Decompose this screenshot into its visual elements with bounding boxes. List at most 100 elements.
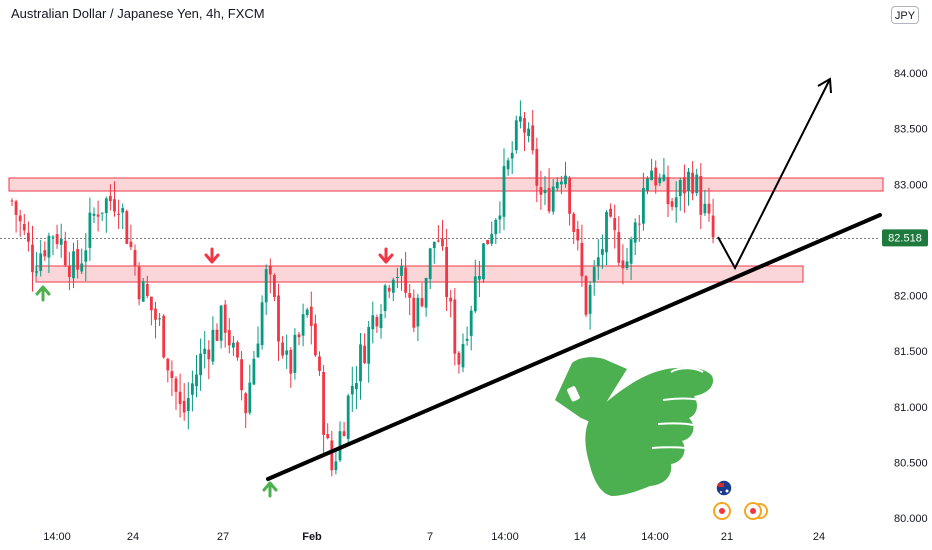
candle-body [449, 297, 453, 302]
candle-body [68, 265, 71, 278]
candle-body [186, 398, 190, 412]
candle-body [318, 356, 321, 371]
candle-body [342, 431, 346, 437]
candle-body [256, 343, 260, 358]
candle-body [166, 358, 170, 371]
x-tick-label: 14:00 [491, 531, 519, 543]
candle-body [707, 203, 711, 214]
candle-body [137, 266, 141, 300]
candle-body [617, 232, 621, 263]
candle-body [195, 374, 198, 387]
candle-body [564, 175, 567, 185]
candle-body [47, 235, 51, 258]
event-icon[interactable] [744, 502, 768, 520]
event-icon[interactable] [713, 502, 731, 520]
candle-body [703, 203, 707, 214]
candle-body [338, 431, 342, 461]
candle-body [182, 400, 186, 413]
candle-body [387, 287, 391, 292]
candle-body [350, 385, 354, 395]
x-axis[interactable]: 14:00 24 27 Feb 7 14:00 14 14:00 21 24 [43, 531, 825, 543]
candle-body [432, 241, 436, 249]
candle-body [51, 236, 55, 238]
arrow-down-icon [204, 247, 220, 264]
projection-path [717, 78, 831, 271]
candle-body [281, 342, 284, 356]
candle-body [637, 223, 641, 225]
candle-body [416, 297, 420, 327]
thumbs-up-icon [555, 357, 714, 496]
candle-body [695, 174, 699, 193]
candle-body [555, 182, 559, 189]
candle-body [391, 279, 395, 293]
candle-body [605, 211, 608, 253]
y-tick-label: 83.000 [894, 179, 928, 191]
x-tick-label: 27 [217, 531, 229, 543]
candle-body [473, 276, 477, 312]
candle-body [145, 283, 149, 297]
candle-body [490, 233, 494, 244]
candle-body [100, 212, 104, 214]
last-price-label: 82.518 [888, 232, 922, 244]
candle-body [63, 240, 67, 266]
candle-body [27, 232, 30, 242]
y-tick-label: 81.500 [894, 346, 928, 358]
candle-body [441, 238, 444, 247]
candle-body [502, 166, 506, 217]
candle-body [498, 215, 502, 220]
support-zone [35, 265, 804, 283]
candle-body [117, 213, 120, 215]
candle-body [539, 187, 543, 195]
projection-arrowhead [817, 77, 832, 94]
candle-body [248, 382, 252, 413]
candle-body [273, 275, 276, 297]
candle-body [551, 186, 555, 212]
candle-body [199, 353, 202, 376]
arrow-down-icon [378, 247, 394, 264]
candle-body [404, 267, 407, 293]
x-tick-label: 7 [427, 531, 433, 543]
candle-body [371, 315, 375, 330]
candle-body [646, 178, 649, 191]
chart-title: Australian Dollar / Japanese Yen, 4h, FX… [11, 6, 265, 21]
candle-body [375, 317, 379, 327]
candle-body [486, 240, 489, 245]
candle-body [642, 188, 645, 224]
x-tick-label: 24 [127, 531, 139, 543]
candle-body [141, 281, 145, 302]
candle-body [104, 198, 108, 213]
candle-body [711, 215, 715, 238]
candle-body [609, 208, 612, 217]
y-axis[interactable]: 84.00083.50083.00082.50082.00081.50081.0… [894, 68, 928, 525]
candle-body [510, 152, 514, 159]
candle-body [121, 208, 125, 213]
candle-body [674, 197, 678, 208]
candle-body [260, 302, 264, 346]
x-tick-label: Feb [302, 531, 322, 543]
candle-body [84, 250, 88, 262]
candle-body [453, 299, 457, 354]
candle-body [699, 175, 703, 215]
currency-button[interactable]: JPY [891, 6, 919, 24]
candle-body [297, 334, 301, 338]
candle-body [678, 180, 682, 197]
candle-body [31, 244, 34, 273]
candle-body [588, 285, 592, 314]
candles-group [10, 100, 715, 477]
candle-body [584, 276, 588, 315]
candle-body [601, 249, 604, 255]
candle-body [613, 218, 617, 231]
candle-body [158, 318, 161, 320]
candle-body [39, 253, 43, 271]
candle-body [22, 223, 26, 231]
candle-body [629, 239, 633, 264]
candle-body [285, 350, 289, 355]
candle-body [309, 306, 313, 326]
candle-body [211, 329, 215, 362]
candle-body [293, 334, 297, 373]
candle-body [547, 187, 551, 212]
candle-body [543, 189, 547, 194]
x-tick-label: 21 [721, 531, 733, 543]
candle-body [305, 309, 309, 315]
